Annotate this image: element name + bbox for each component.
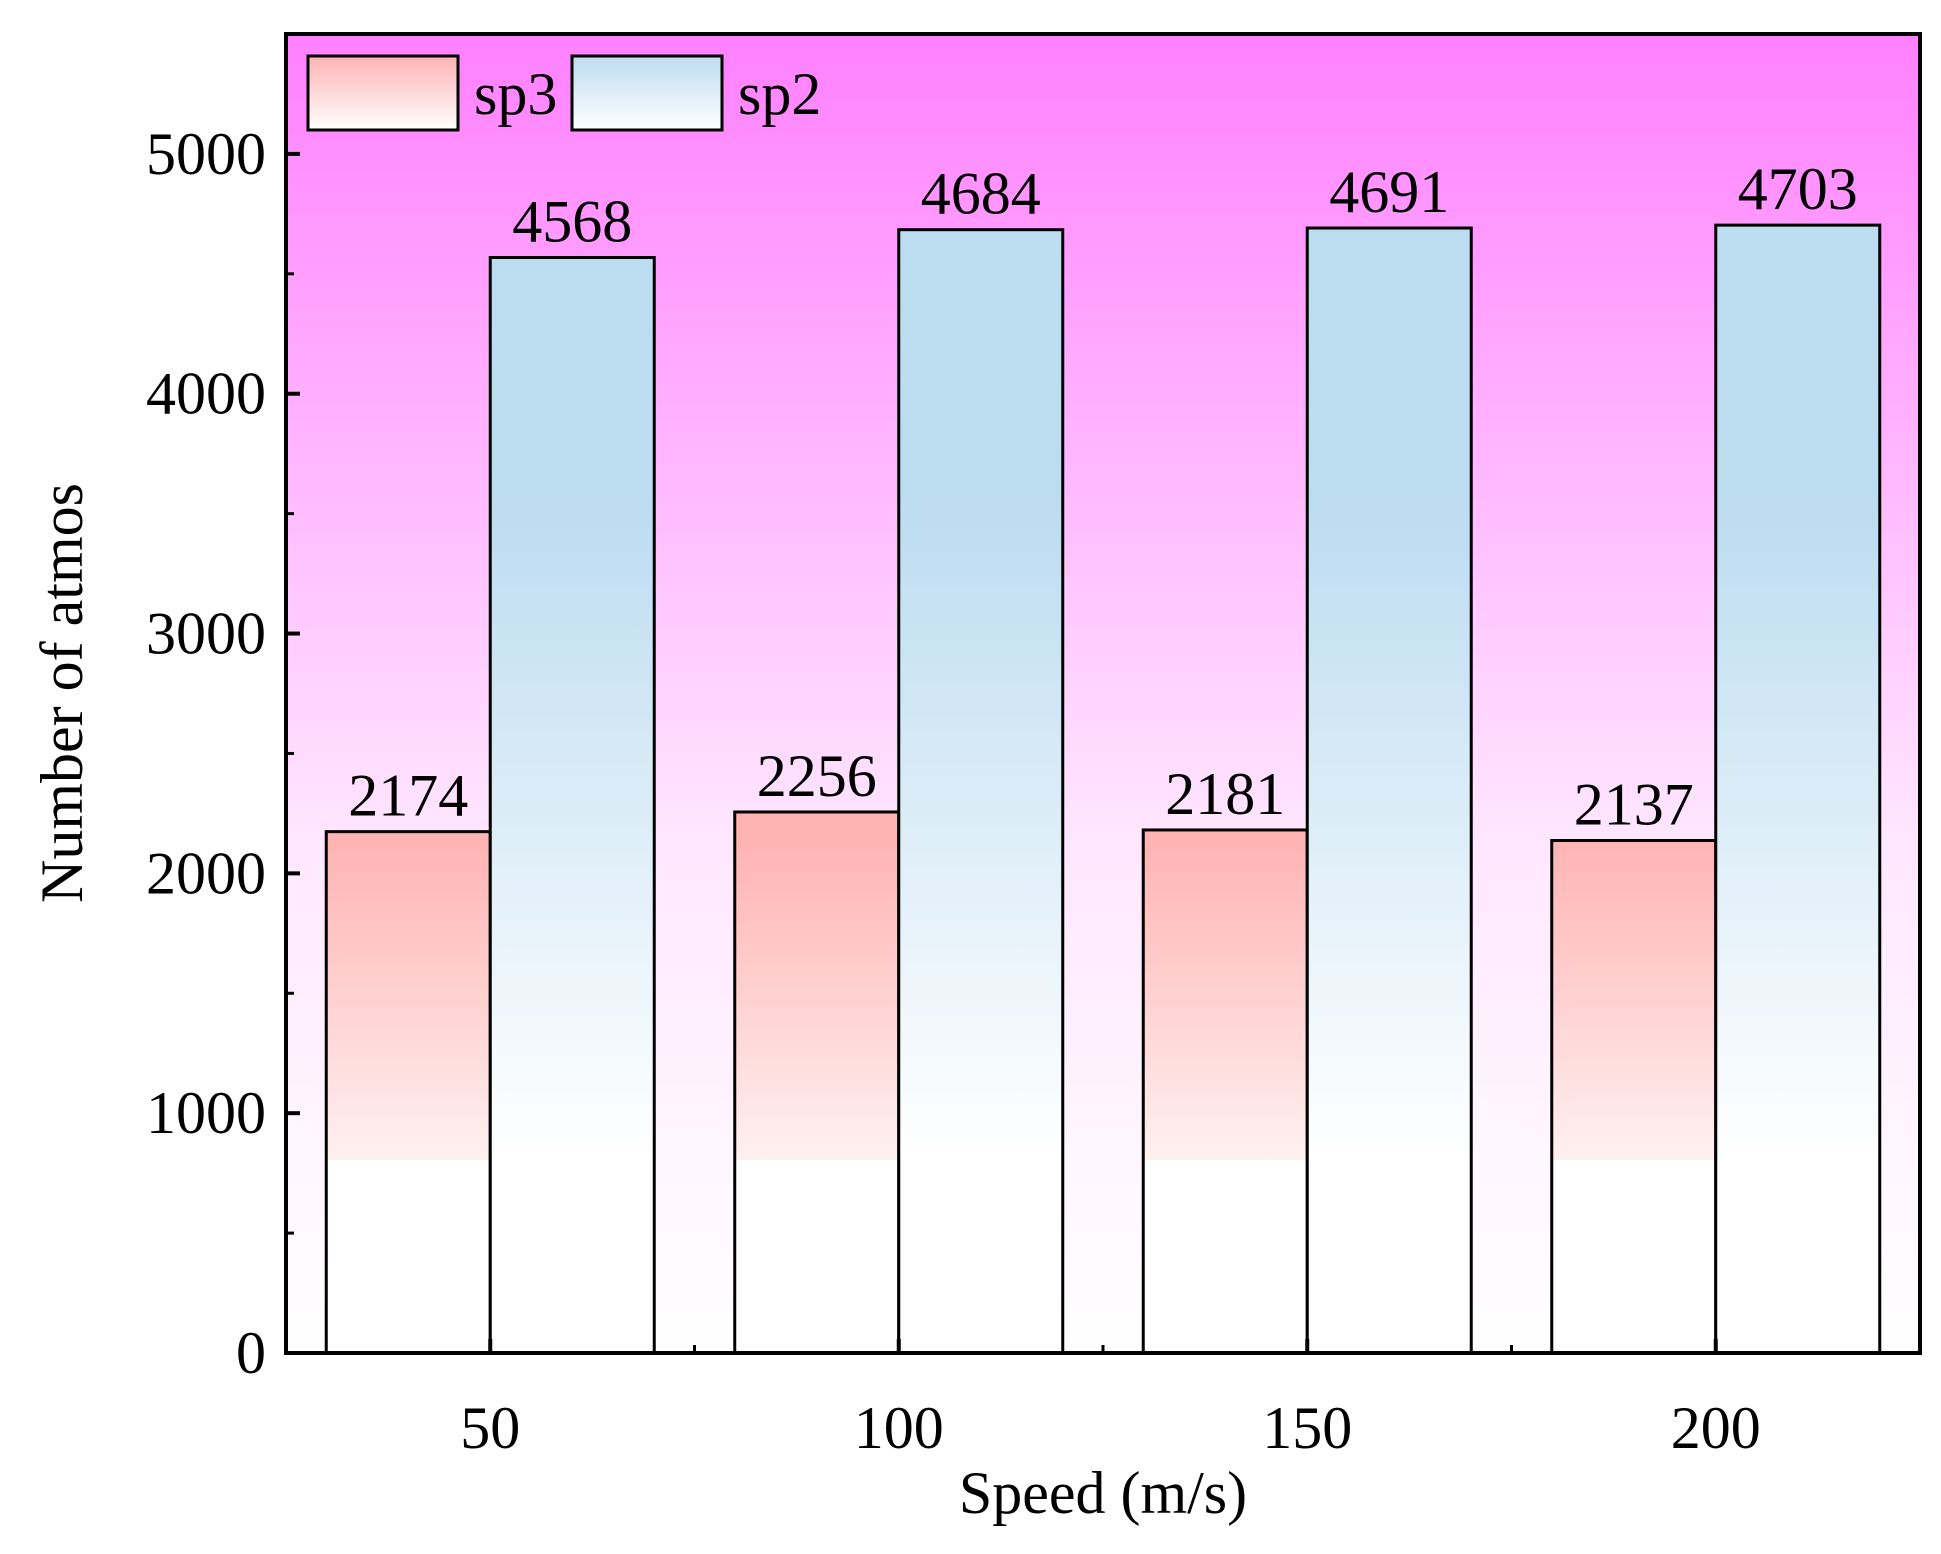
data-label-sp2-200: 4703 — [1738, 156, 1858, 222]
y-tick-label: 2000 — [146, 840, 266, 906]
y-tick-label: 4000 — [146, 361, 266, 427]
y-axis: 0 1000 2000 3000 4000 5000 — [146, 121, 300, 1386]
legend-label-sp3: sp3 — [474, 61, 557, 127]
y-tick-label: 1000 — [146, 1080, 266, 1146]
x-tick-label: 150 — [1262, 1395, 1352, 1461]
bar-sp3-50 — [324, 830, 492, 1355]
bar-sp3-100 — [733, 810, 901, 1355]
bar-sp2-50 — [488, 256, 656, 1355]
x-axis: 50 100 150 200 — [460, 1339, 1761, 1461]
data-labels-group: 2174 2256 2181 2137 4568 4684 4691 4703 — [348, 156, 1858, 837]
x-axis-title: Speed (m/s) — [959, 1460, 1247, 1526]
legend-swatch-sp2 — [570, 54, 724, 132]
bar-sp2-150 — [1305, 226, 1473, 1355]
bars-group — [324, 223, 1882, 1355]
bar-sp2-200 — [1714, 223, 1882, 1355]
data-label-sp3-50: 2174 — [348, 763, 468, 829]
y-tick-label: 3000 — [146, 601, 266, 667]
legend-label-sp2: sp2 — [738, 61, 821, 127]
y-tick-label: 5000 — [146, 121, 266, 187]
x-tick-label: 200 — [1671, 1395, 1761, 1461]
bar-sp3-200 — [1550, 839, 1718, 1355]
data-label-sp2-150: 4691 — [1329, 159, 1449, 225]
bar-sp2-100 — [897, 228, 1065, 1355]
data-label-sp2-50: 4568 — [512, 189, 632, 255]
data-label-sp3-200: 2137 — [1574, 772, 1694, 838]
legend: sp3 sp2 — [306, 54, 821, 132]
x-tick-label: 100 — [854, 1395, 944, 1461]
x-tick-label: 50 — [460, 1395, 520, 1461]
data-label-sp2-100: 4684 — [921, 161, 1041, 227]
legend-swatch-sp3 — [306, 54, 460, 132]
data-label-sp3-150: 2181 — [1165, 761, 1285, 827]
y-tick-label: 0 — [236, 1320, 266, 1386]
y-axis-title: Number of atmos — [29, 483, 95, 903]
data-label-sp3-100: 2256 — [757, 743, 877, 809]
bar-sp3-150 — [1141, 828, 1309, 1355]
